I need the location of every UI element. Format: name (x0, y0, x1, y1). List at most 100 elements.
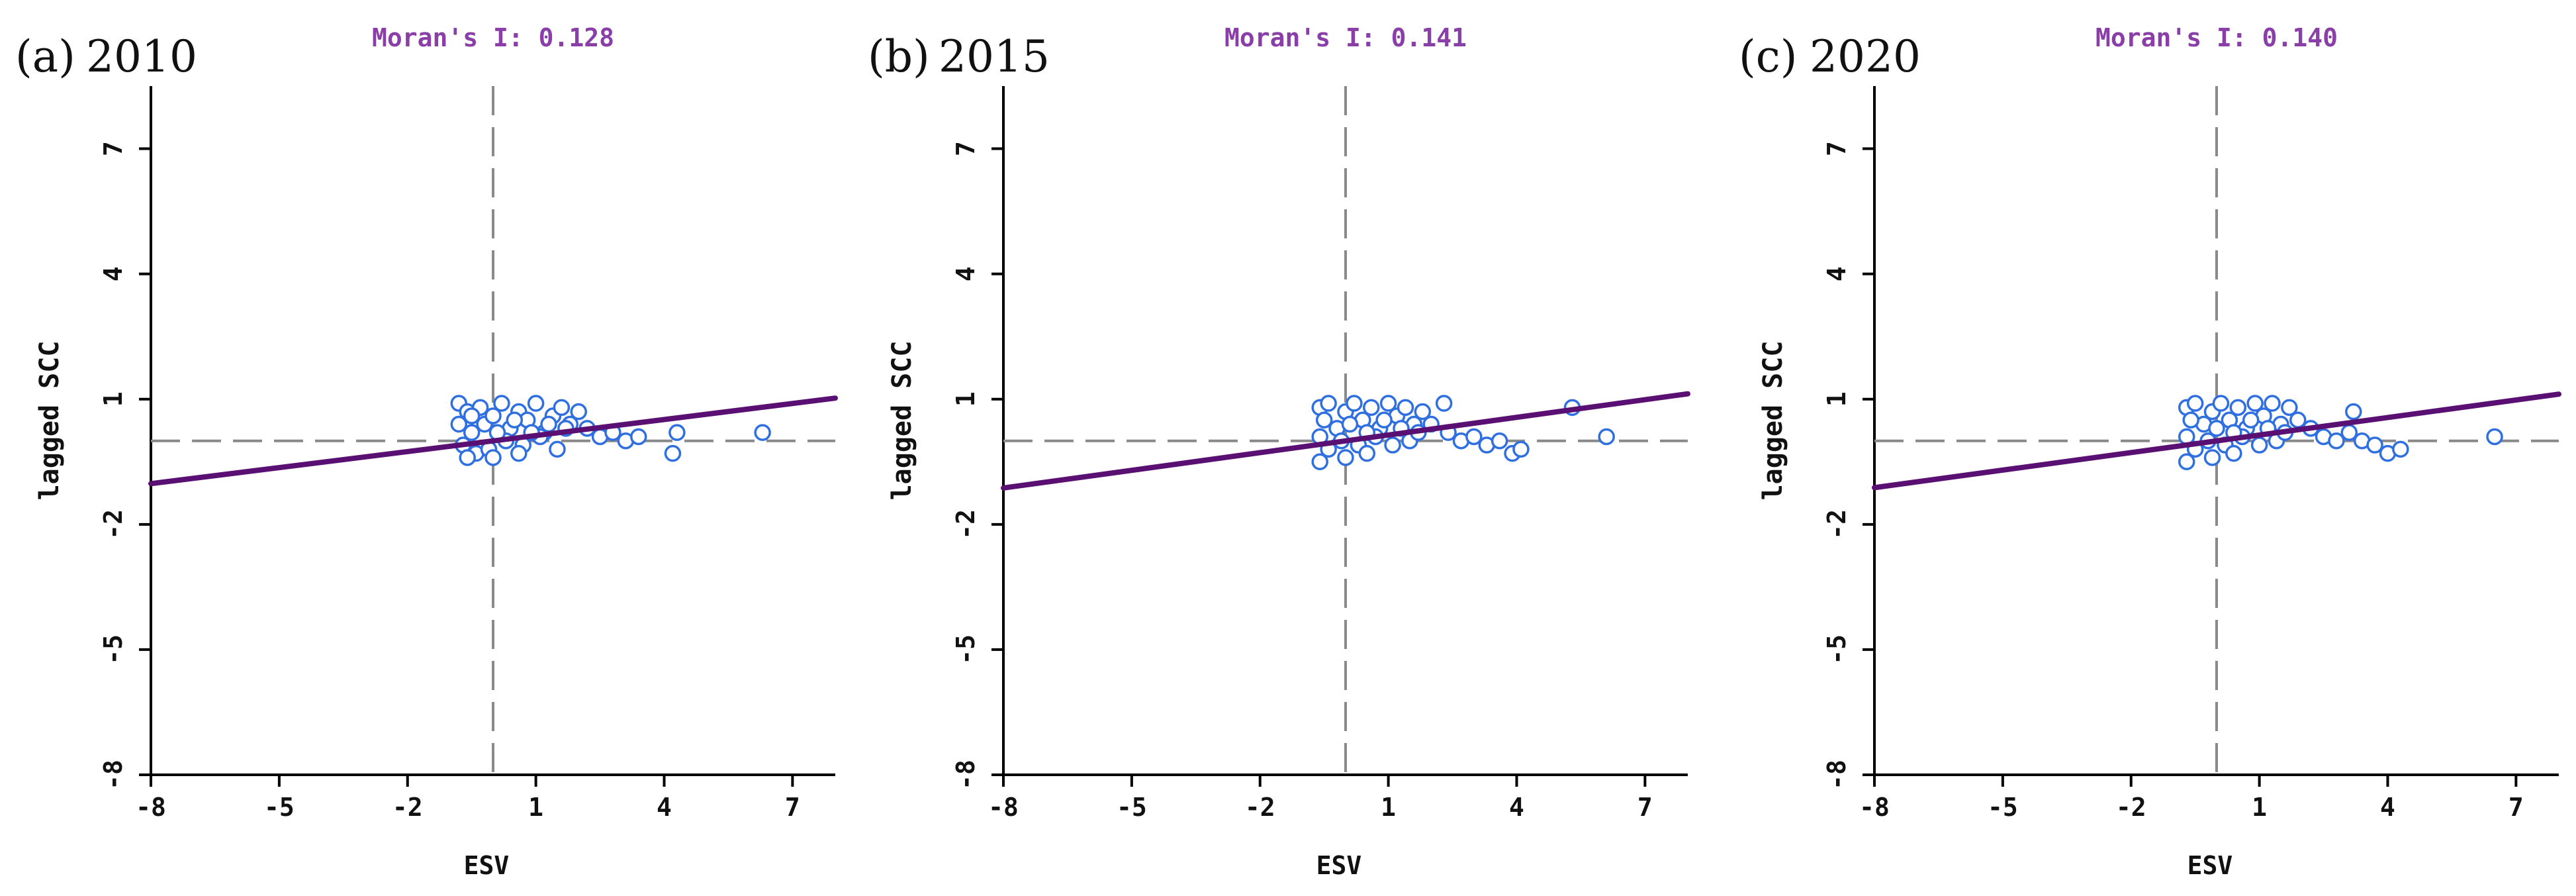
y-tick-label: 7 (99, 141, 128, 156)
data-point (2225, 444, 2242, 462)
y-tick-label: 7 (1822, 141, 1851, 156)
data-point (493, 395, 510, 412)
data-point (540, 415, 557, 433)
y-tick-label: 7 (951, 141, 980, 156)
data-point (1491, 432, 1508, 450)
y-tick-label: -8 (99, 760, 128, 790)
x-tick-label: -5 (1117, 793, 1147, 822)
data-point (484, 407, 502, 424)
x-tick-label: 7 (785, 793, 800, 822)
data-point (1363, 399, 1380, 417)
data-point (2281, 399, 2298, 417)
y-axis-label: lagged SCC (34, 341, 65, 501)
data-point (668, 424, 686, 441)
data-point (1358, 444, 1376, 462)
x-tick-label: 1 (2252, 793, 2267, 822)
y-tick-label: -5 (99, 634, 128, 665)
data-point (1341, 415, 1359, 433)
y-axis-label: lagged SCC (887, 341, 917, 501)
chart-title: Moran's I: 0.128 (372, 23, 614, 52)
y-tick-label: -2 (951, 509, 980, 540)
y-tick-label: 1 (99, 391, 128, 407)
x-tick-label: -8 (136, 793, 166, 822)
data-point (2178, 453, 2195, 471)
data-point (2186, 395, 2204, 412)
panel-year: 2010 (86, 31, 197, 82)
data-point (2182, 411, 2199, 428)
data-point (2208, 420, 2225, 437)
data-point (463, 407, 481, 424)
x-tick-label: 4 (2380, 793, 2395, 822)
data-point (1379, 395, 1397, 412)
data-point (1512, 440, 1530, 458)
data-point (2366, 436, 2383, 454)
y-tick-label: 4 (99, 266, 128, 281)
regression-line (148, 395, 838, 487)
x-tick-label: -2 (392, 793, 423, 822)
data-point (2392, 440, 2409, 458)
chart-panel-2020: (c) 2020 Moran's I: 0.140 -8 -5 -2 1 4 7 -8 -5 -2 1 4… (1739, 23, 2561, 880)
data-point (2264, 395, 2281, 412)
data-point (1384, 436, 1401, 454)
data-point (510, 444, 528, 462)
data-point (1465, 428, 1483, 446)
data-point (664, 444, 682, 462)
data-point (2328, 432, 2345, 450)
data-point (1414, 403, 1432, 421)
y-tick-label: -8 (951, 760, 980, 790)
data-point (1397, 399, 1414, 417)
data-point (2229, 399, 2247, 417)
data-point (1598, 428, 1615, 446)
panel-label: (b) (868, 31, 930, 82)
x-tick-label: 4 (1509, 793, 1524, 822)
data-point (2212, 395, 2230, 412)
panel-year: 2015 (939, 31, 1050, 82)
x-axis-label: ESV (2187, 851, 2233, 880)
data-point (450, 415, 468, 433)
data-point (1337, 449, 1354, 466)
y-tick-label: 4 (951, 266, 980, 281)
data-point (549, 440, 566, 458)
data-point (1315, 411, 1333, 428)
chart-title: Moran's I: 0.140 (2095, 23, 2338, 52)
data-point (1346, 395, 1363, 412)
panel-label: (c) (1739, 31, 1797, 82)
data-point (2203, 449, 2221, 466)
x-tick-label: -5 (1988, 793, 2018, 822)
data-point (506, 411, 524, 428)
y-tick-label: -5 (1822, 634, 1851, 665)
data-point (2250, 436, 2268, 454)
y-tick-label: 4 (1822, 266, 1851, 281)
y-tick-label: -5 (951, 634, 980, 665)
x-tick-label: -5 (264, 793, 295, 822)
data-point (1311, 453, 1328, 471)
data-point (1320, 395, 1337, 412)
data-point (484, 449, 502, 466)
regression-line (1872, 391, 2561, 491)
data-point (463, 424, 481, 441)
x-tick-label: -8 (988, 793, 1019, 822)
data-point (459, 449, 476, 466)
data-point (570, 403, 587, 421)
data-point (527, 395, 545, 412)
chart-title: Moran's I: 0.141 (1224, 23, 1467, 52)
x-tick-label: 4 (657, 793, 672, 822)
data-point (2246, 395, 2264, 412)
panel-year: 2020 (1810, 31, 1921, 82)
x-tick-label: -2 (2116, 793, 2146, 822)
x-axis-label: ESV (1316, 851, 1362, 880)
chart-panel-2015: (b) 2015 Moran's I: 0.141 -8 -5 -2 1 4 7 -8 -5 -2 1 4… (868, 23, 1690, 880)
data-point (1435, 395, 1453, 412)
y-tick-label: -8 (1822, 760, 1851, 790)
data-point (1375, 411, 1393, 428)
data-point (754, 424, 771, 441)
y-tick-label: -2 (1822, 509, 1851, 540)
x-tick-label: 7 (2508, 793, 2524, 822)
y-tick-label: 1 (1822, 391, 1851, 407)
data-point (2345, 403, 2362, 421)
x-tick-label: 7 (1637, 793, 1653, 822)
x-tick-label: -2 (1245, 793, 1275, 822)
chart-panel-2010: (a) 2010 Moran's I: 0.128 -8 -5 -2 1 4 7 -8 -5 -2 1 4… (15, 23, 838, 880)
data-point (553, 399, 571, 417)
